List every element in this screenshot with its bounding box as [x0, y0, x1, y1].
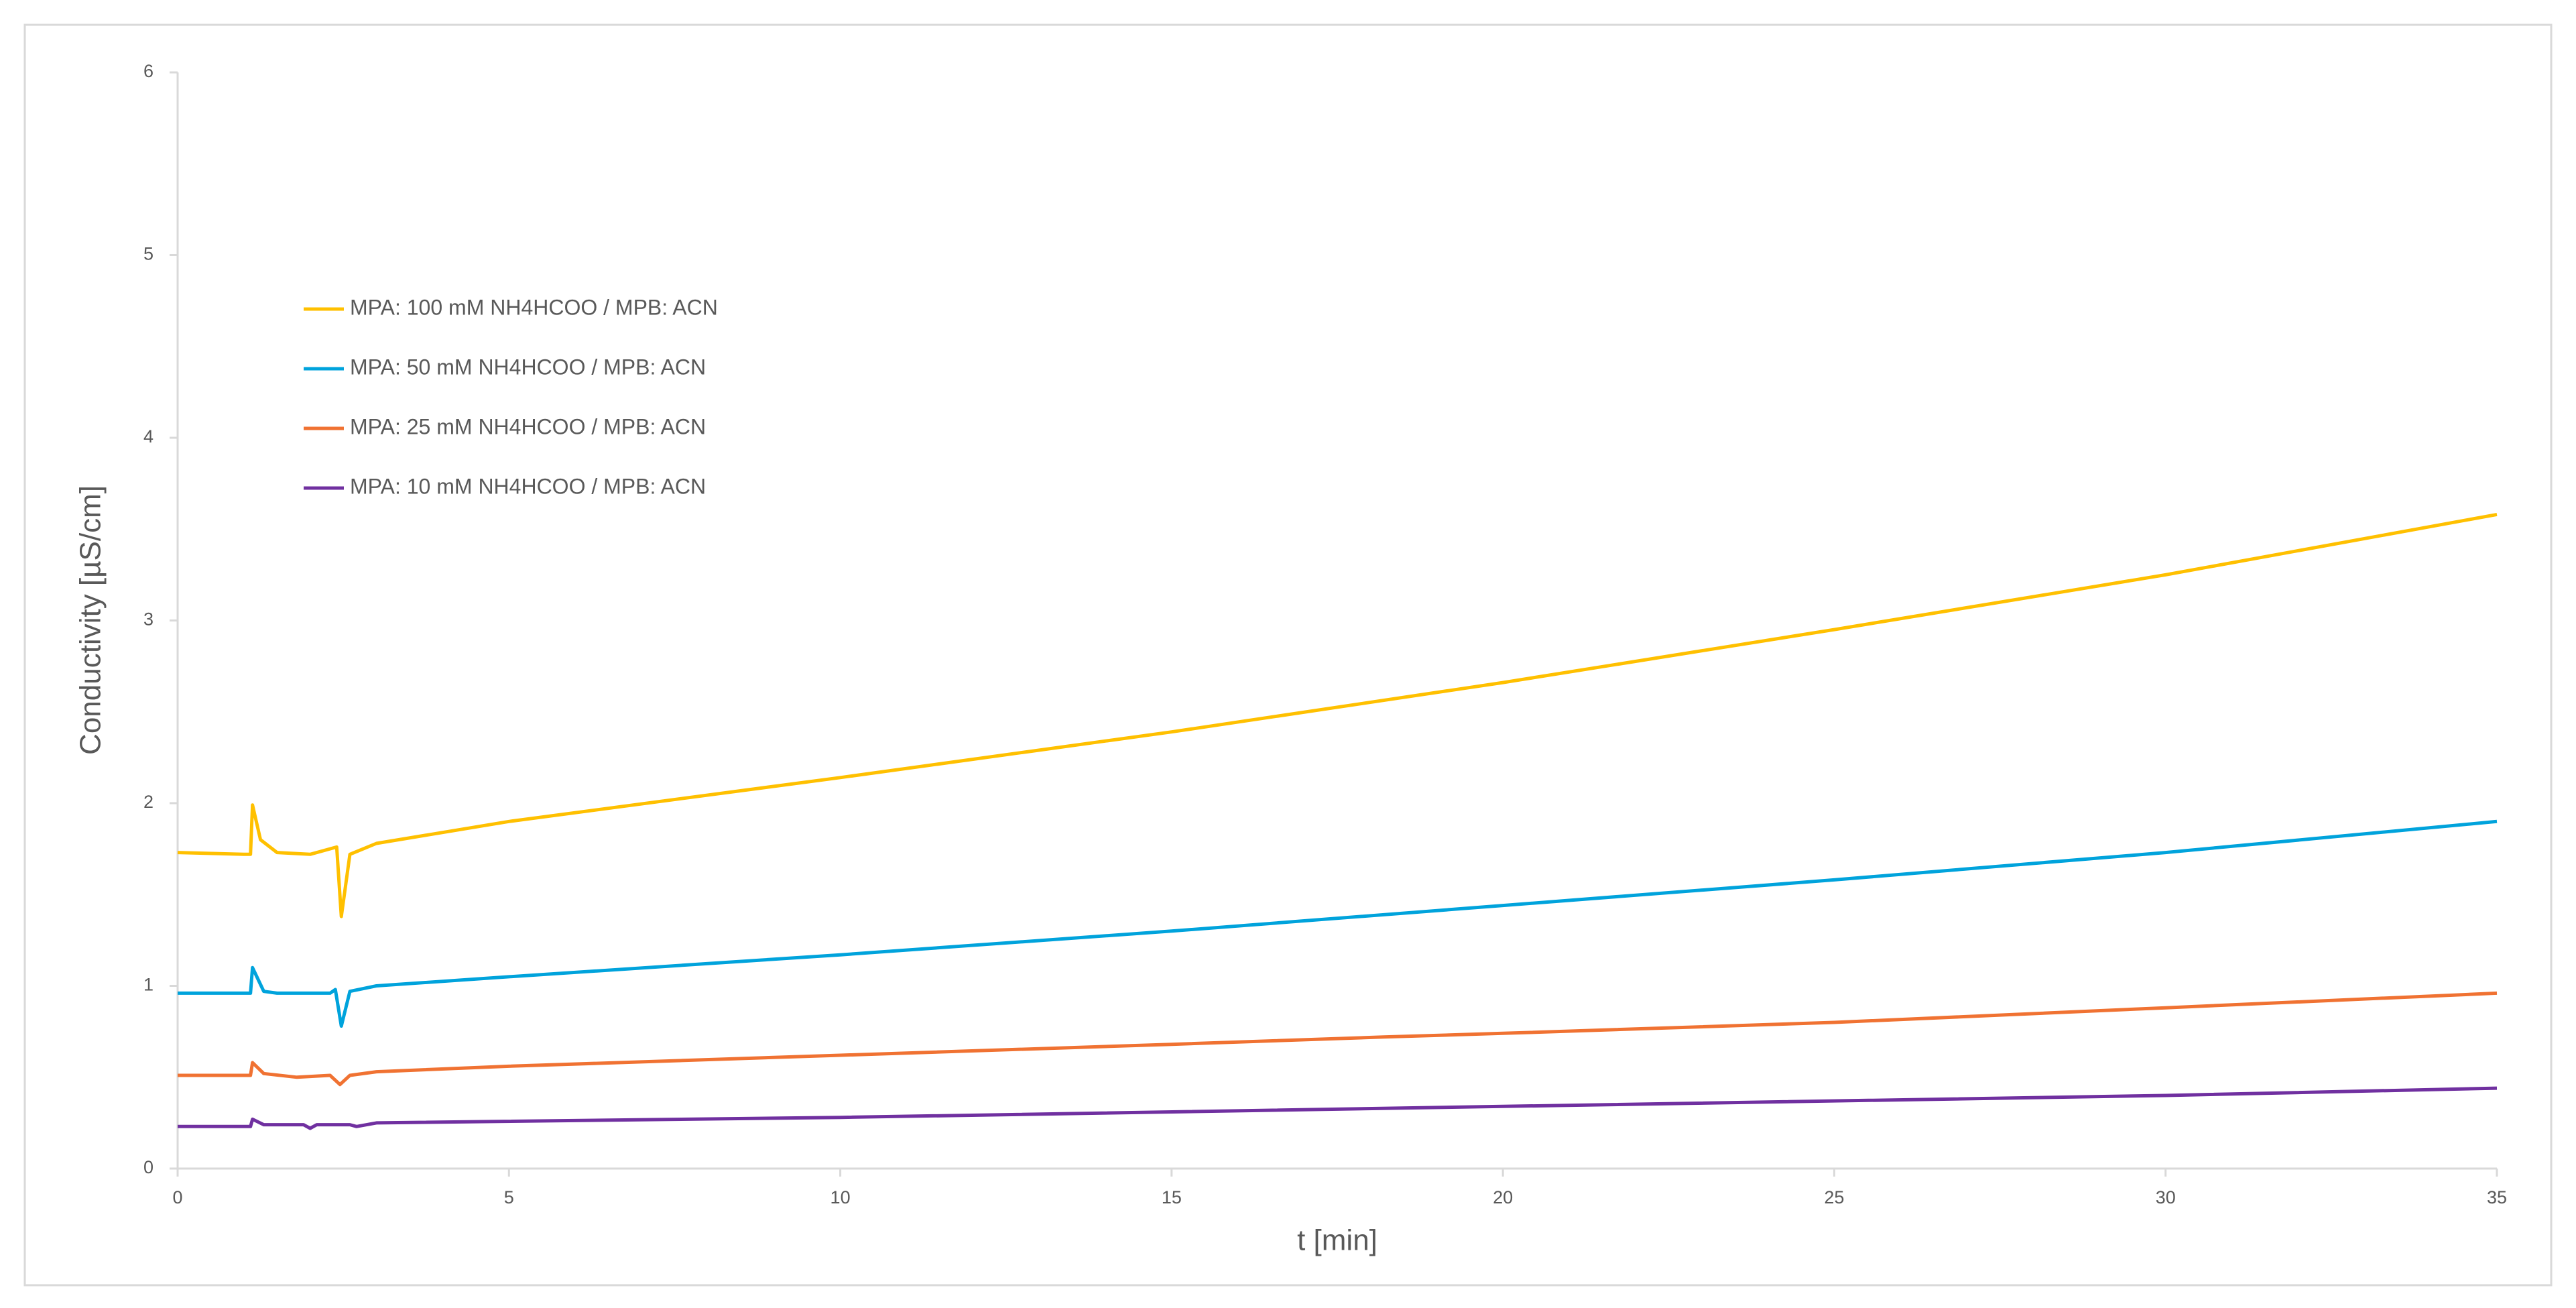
series-line: [178, 819, 2498, 1028]
y-tick-label: 1: [143, 975, 154, 995]
chart-border: [23, 23, 2553, 1287]
y-tick-label: 5: [143, 244, 154, 264]
y-tick-label: 6: [143, 61, 154, 81]
y-axis-title: Conductivity [µS/cm]: [74, 485, 107, 755]
x-tick-label: 20: [1493, 1187, 1513, 1207]
series-line: [177, 512, 2498, 918]
legend-label: MPA: 100 mM NH4HCOO / MPB: ACN: [350, 295, 718, 319]
series-line: [178, 991, 2498, 1087]
x-axis-title: t [min]: [1297, 1224, 1377, 1257]
series-line: [178, 1086, 2498, 1130]
x-tick-label: 15: [1162, 1187, 1182, 1207]
legend-label: MPA: 50 mM NH4HCOO / MPB: ACN: [350, 355, 706, 379]
y-tick-label: 0: [143, 1157, 154, 1177]
legend-label: MPA: 25 mM NH4HCOO / MPB: ACN: [350, 414, 706, 438]
x-tick-label: 35: [2487, 1187, 2507, 1207]
x-tick-label: 25: [1824, 1187, 1844, 1207]
y-tick-label: 2: [143, 792, 154, 812]
x-tick-label: 0: [172, 1187, 182, 1207]
x-tick-label: 30: [2156, 1187, 2176, 1207]
y-tick-label: 3: [143, 609, 154, 630]
x-tick-label: 10: [831, 1187, 851, 1207]
y-tick-label: 4: [143, 426, 154, 447]
x-tick-label: 5: [504, 1187, 514, 1207]
legend-label: MPA: 10 mM NH4HCOO / MPB: ACN: [350, 474, 706, 498]
